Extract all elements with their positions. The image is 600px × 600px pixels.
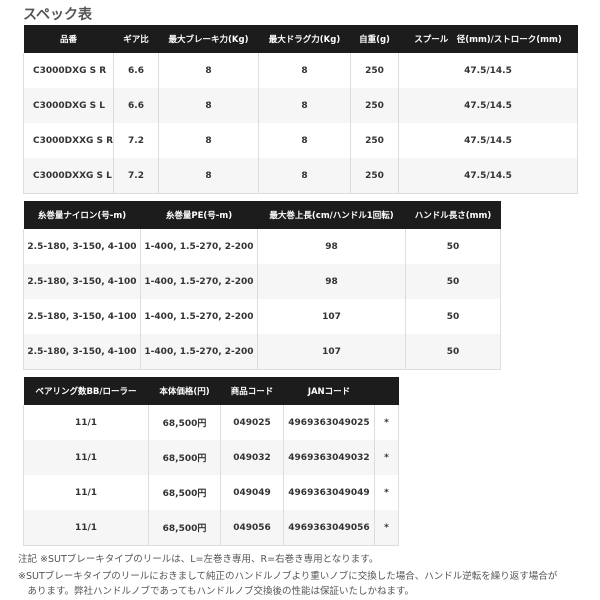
column-header: スプール 径(mm)/ストローク(mm) <box>398 25 578 53</box>
table-cell: 1-400, 1.5-270, 2-200 <box>140 229 258 264</box>
table-cell: * <box>374 510 399 546</box>
table-cell: 250 <box>350 123 399 158</box>
table-cell: 049056 <box>220 510 284 546</box>
table-cell: 8 <box>258 123 351 158</box>
table-cell: 68,500円 <box>148 440 221 475</box>
table-row: 2.5-180, 3-150, 4-100 1-400, 1.5-270, 2-2… <box>23 264 501 299</box>
column-header: 最大巻上長(cm/ハンドル1回転) <box>257 201 406 229</box>
table-row: 11/1 68,500円 049056 4969363049056 * <box>23 510 399 546</box>
table-cell: 4969363049025 <box>283 405 375 440</box>
table-cell: 6.6 <box>113 88 159 123</box>
table-cell: 68,500円 <box>148 475 221 510</box>
table-cell: C3000DXG S L <box>23 88 114 123</box>
table-cell: 2.5-180, 3-150, 4-100 <box>23 264 141 299</box>
table-cell: C3000DXG S R <box>23 53 114 88</box>
table-cell: 107 <box>257 299 406 334</box>
table-cell: 4969363049049 <box>283 475 375 510</box>
column-header: 本体価格(円) <box>148 377 221 405</box>
table-cell: 68,500円 <box>148 510 221 546</box>
table-cell: 8 <box>158 53 259 88</box>
table-cell: 1-400, 1.5-270, 2-200 <box>140 264 258 299</box>
table-cell: 98 <box>257 264 406 299</box>
table-cell: 47.5/14.5 <box>398 53 578 88</box>
table-cell: 50 <box>405 299 501 334</box>
table-cell: 68,500円 <box>148 405 221 440</box>
table-cell: 11/1 <box>23 405 149 440</box>
table-cell: 1-400, 1.5-270, 2-200 <box>140 299 258 334</box>
table-cell: 50 <box>405 229 501 264</box>
column-header: 自重(g) <box>350 25 399 53</box>
table-cell: 11/1 <box>23 440 149 475</box>
table-cell: 250 <box>350 88 399 123</box>
table-cell: 8 <box>258 53 351 88</box>
table-cell: 8 <box>258 158 351 194</box>
column-header: 最大ブレーキ力(Kg) <box>158 25 259 53</box>
spec-table-1: 品番 ギア比 最大ブレーキ力(Kg) 最大ドラグ力(Kg) 自重(g) スプール 径(mm… <box>23 25 578 194</box>
table-cell: 2.5-180, 3-150, 4-100 <box>23 299 141 334</box>
column-header <box>374 377 399 405</box>
note-line: 注記 ※SUTブレーキタイプのリールは、L=左巻き専用、R=右巻き専用となります… <box>18 554 379 565</box>
table-cell: * <box>374 405 399 440</box>
table-cell: 2.5-180, 3-150, 4-100 <box>23 229 141 264</box>
table-cell: 8 <box>258 88 351 123</box>
table-row: C3000DXG S R 6.6 8 8 250 47.5/14.5 <box>23 53 578 88</box>
column-header: ベアリング数BB/ローラー <box>23 377 149 405</box>
table-cell: 11/1 <box>23 510 149 546</box>
table-cell: C3000DXXG S R <box>23 123 114 158</box>
table-cell: 7.2 <box>113 158 159 194</box>
table-cell: 1-400, 1.5-270, 2-200 <box>140 334 258 370</box>
table-cell: 47.5/14.5 <box>398 123 578 158</box>
table-row: 2.5-180, 3-150, 4-100 1-400, 1.5-270, 2-2… <box>23 229 501 264</box>
page-title: スペック表 <box>23 7 93 23</box>
column-header: JANコード <box>283 377 375 405</box>
table-row: C3000DXG S L 6.6 8 8 250 47.5/14.5 <box>23 88 578 123</box>
table-cell: 47.5/14.5 <box>398 88 578 123</box>
table-cell: 8 <box>158 88 259 123</box>
column-header: 糸巻量ナイロン(号-m) <box>23 201 141 229</box>
table-row: 2.5-180, 3-150, 4-100 1-400, 1.5-270, 2-2… <box>23 299 501 334</box>
table-cell: * <box>374 440 399 475</box>
table-cell: 11/1 <box>23 475 149 510</box>
table-row: C3000DXXG S L 7.2 8 8 250 47.5/14.5 <box>23 158 578 194</box>
table-cell: 107 <box>257 334 406 370</box>
table-row: C3000DXXG S R 7.2 8 8 250 47.5/14.5 <box>23 123 578 158</box>
table-cell: 8 <box>158 123 259 158</box>
spec-table-2: 糸巻量ナイロン(号-m) 糸巻量PE(号-m) 最大巻上長(cm/ハンドル1回転) ハ… <box>23 201 501 370</box>
table-cell: 250 <box>350 158 399 194</box>
column-header: 最大ドラグ力(Kg) <box>258 25 351 53</box>
table-cell: 50 <box>405 334 501 370</box>
table-row: 11/1 68,500円 049032 4969363049032 * <box>23 440 399 475</box>
column-header: ギア比 <box>113 25 159 53</box>
note-line: ※SUTブレーキタイプのリールにおきまして純正のハンドルノブより重いノブに交換し… <box>18 571 558 582</box>
table-cell: 8 <box>158 158 259 194</box>
column-header: 品番 <box>23 25 114 53</box>
note-line: あります。弊社ハンドルノブであってもハンドルノブ交換後の性能は保証いたしかねます… <box>18 586 415 597</box>
table-cell: 6.6 <box>113 53 159 88</box>
table-row: 11/1 68,500円 049049 4969363049049 * <box>23 475 399 510</box>
table-cell: C3000DXXG S L <box>23 158 114 194</box>
column-header: 糸巻量PE(号-m) <box>140 201 258 229</box>
table-cell: 4969363049056 <box>283 510 375 546</box>
table-cell: 049032 <box>220 440 284 475</box>
table-cell: 4969363049032 <box>283 440 375 475</box>
table-cell: 98 <box>257 229 406 264</box>
column-header: 商品コード <box>220 377 284 405</box>
table-cell: * <box>374 475 399 510</box>
table-cell: 47.5/14.5 <box>398 158 578 194</box>
table-cell: 50 <box>405 264 501 299</box>
table-row: 11/1 68,500円 049025 4969363049025 * <box>23 405 399 440</box>
table-row: 2.5-180, 3-150, 4-100 1-400, 1.5-270, 2-2… <box>23 334 501 370</box>
table-cell: 7.2 <box>113 123 159 158</box>
table-cell: 049049 <box>220 475 284 510</box>
spec-table-3: ベアリング数BB/ローラー 本体価格(円) 商品コード JANコード 11/1 68,50… <box>23 377 399 546</box>
table-cell: 2.5-180, 3-150, 4-100 <box>23 334 141 370</box>
table-cell: 049025 <box>220 405 284 440</box>
column-header: ハンドル長さ(mm) <box>405 201 501 229</box>
table-cell: 250 <box>350 53 399 88</box>
